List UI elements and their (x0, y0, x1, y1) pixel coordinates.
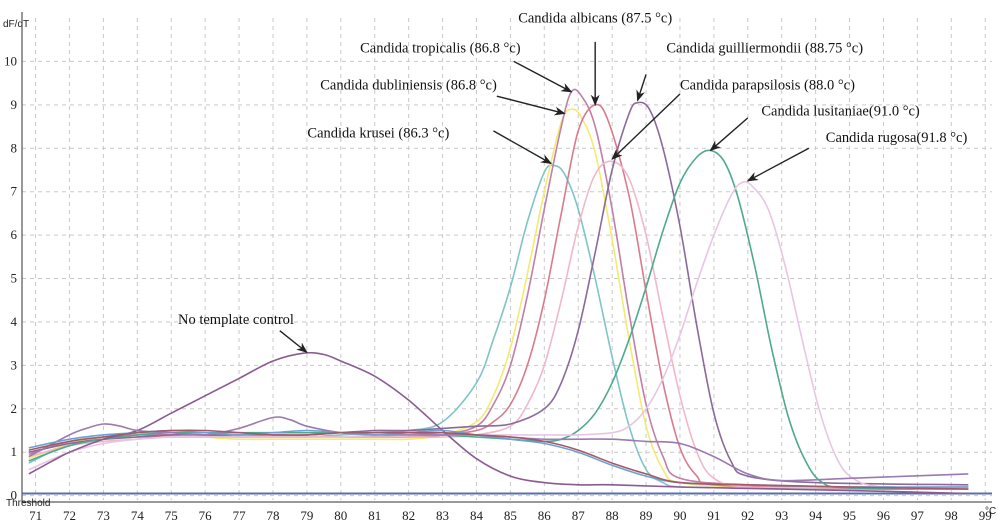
y-tick-label: 9 (11, 97, 18, 112)
series-line-10 (28, 416, 969, 482)
annotation-label-6: Candida parapsilosis (88.0 °c) (680, 78, 855, 94)
annotation-label-1: Candida albicans (87.5 °c) (518, 10, 672, 26)
annotation-arrow-5 (636, 74, 647, 102)
grid-lines (22, 18, 992, 500)
series-line-8 (28, 180, 969, 490)
annotation-label-3: Candida dubliniensis (86.8 °c) (320, 78, 497, 94)
x-tick-label: 92 (741, 508, 754, 523)
annotation-label-2: Candida tropicalis (86.8 °c) (360, 41, 521, 57)
y-tick-label: 1 (11, 444, 18, 459)
annotation-label-9: No template control (178, 312, 294, 328)
annotation-arrow-4 (493, 130, 553, 165)
x-tick-label: 75 (165, 508, 178, 523)
x-tick-label: 83 (436, 508, 449, 523)
x-tick-label: 85 (504, 508, 517, 523)
axes (21, 12, 992, 503)
annotation-arrow-2 (513, 60, 573, 93)
x-tick-label: 91 (707, 508, 720, 523)
series-line-12 (28, 429, 969, 490)
x-tick-label: 79 (300, 508, 313, 523)
series-curves (28, 88, 969, 495)
x-tick-label: 89 (640, 508, 653, 523)
annotation-label-5: Candida guilliermondii (88.75 °c) (666, 41, 863, 57)
x-tick-label: 76 (199, 508, 213, 523)
annotation-label-4: Candida krusei (86.3 °c) (307, 125, 449, 141)
annotations: Candida albicans (87.5 °c) Candida tropic… (178, 10, 968, 354)
threshold-label: Threshold (6, 498, 50, 509)
series-line-9 (28, 351, 969, 495)
x-tick-label: 71 (29, 508, 42, 523)
x-unit-label: °C (985, 506, 996, 517)
x-tick-label: 80 (334, 508, 347, 523)
y-tick-label: 5 (11, 271, 18, 286)
x-tick-label: 90 (673, 508, 686, 523)
annotation-label-7: Candida lusitaniae(91.0 °c) (761, 104, 920, 120)
x-tick-label: 72 (63, 508, 76, 523)
y-tick-label: 2 (11, 401, 18, 416)
x-tick-label: 94 (809, 508, 823, 523)
x-tick-label: 97 (911, 508, 925, 523)
y-tick-label: 6 (11, 227, 18, 242)
x-tick-label: 78 (266, 508, 279, 523)
x-tick-label: 82 (402, 508, 415, 523)
annotation-arrow-9 (279, 330, 308, 354)
y-axis-label: dF/dT (3, 19, 29, 30)
x-tick-label: 74 (131, 508, 145, 523)
y-tick-label: 7 (11, 184, 18, 199)
x-tick-label: 88 (606, 508, 619, 523)
y-tick-label: 0 (11, 488, 18, 503)
y-tick-label: 8 (11, 140, 18, 155)
x-tick-label: 73 (97, 508, 110, 523)
tick-labels: 71 72 73 74 75 76 77 78 79 80 81 82 83 84 85 86 87 88 89 90… (4, 53, 992, 523)
annotation-label-8: Candida rugosa(91.8 °c) (826, 130, 968, 146)
y-tick-label: 10 (4, 53, 17, 68)
series-line-3 (28, 88, 969, 488)
x-tick-label: 86 (538, 508, 552, 523)
x-tick-label: 77 (233, 508, 247, 523)
annotation-arrow-7 (709, 117, 749, 152)
series-line-6 (28, 101, 969, 486)
series-line-1 (28, 164, 969, 491)
x-tick-label: 96 (877, 508, 891, 523)
annotation-arrow-6 (611, 93, 681, 160)
x-tick-label: 81 (368, 508, 381, 523)
annotation-arrow-3 (496, 95, 566, 116)
x-tick-label: 87 (572, 508, 586, 523)
x-tick-label: 93 (775, 508, 788, 523)
x-tick-label: 98 (945, 508, 958, 523)
x-tick-label: 99 (979, 508, 992, 523)
y-tick-label: 4 (11, 314, 18, 329)
annotation-arrow-8 (746, 147, 810, 182)
x-tick-label: 84 (470, 508, 484, 523)
x-tick-label: 95 (843, 508, 856, 523)
y-tick-label: 3 (11, 357, 18, 372)
